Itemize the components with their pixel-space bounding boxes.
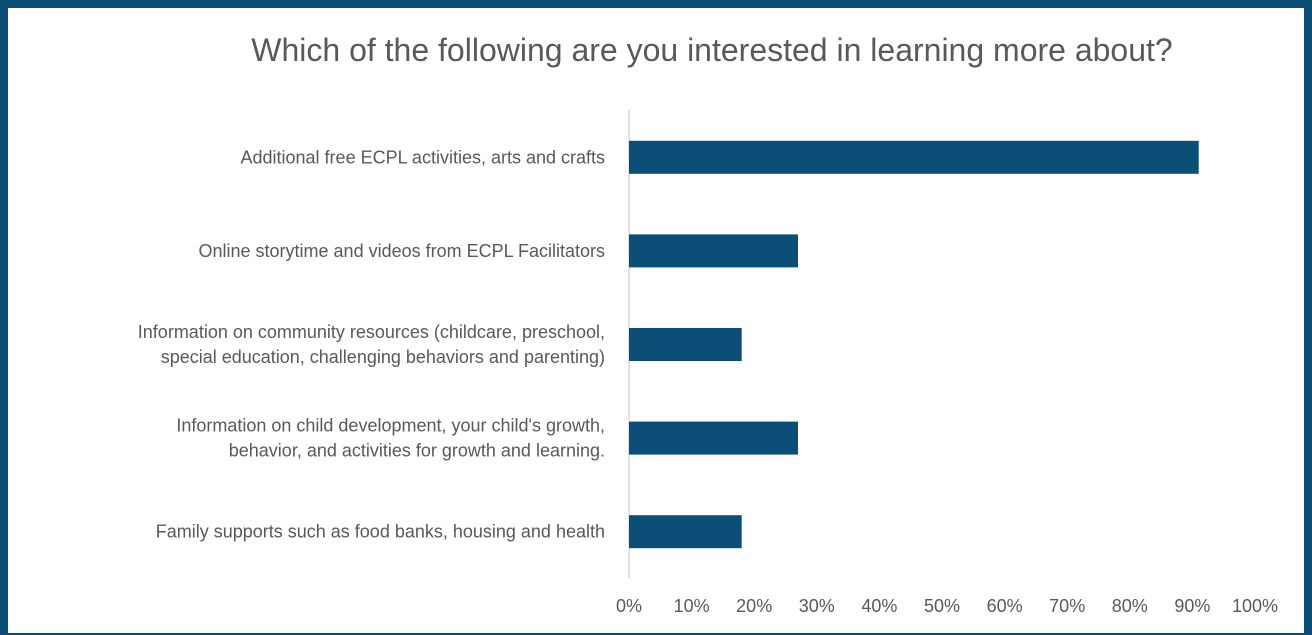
x-tick-label-2: 20% xyxy=(736,596,772,616)
x-tick-label-7: 70% xyxy=(1049,596,1085,616)
x-tick-label-4: 40% xyxy=(861,596,897,616)
x-tick-label-3: 30% xyxy=(799,596,835,616)
x-tick-label-8: 80% xyxy=(1112,596,1148,616)
bar-3 xyxy=(629,328,742,361)
category-labels: Additional free ECPL activities, arts an… xyxy=(138,147,605,541)
category-label-2: Online storytime and videos from ECPL Fa… xyxy=(199,241,606,261)
category-label-1: Additional free ECPL activities, arts an… xyxy=(241,147,606,167)
category-label-5: Family supports such as food banks, hous… xyxy=(156,522,605,542)
bars-layer xyxy=(629,140,1199,549)
bar-1 xyxy=(629,140,1199,174)
category-label-4-line-1: Information on child development, your c… xyxy=(176,416,605,436)
x-tick-label-6: 60% xyxy=(987,596,1023,616)
x-tick-label-10: 100% xyxy=(1232,596,1278,616)
x-tick-label-9: 90% xyxy=(1174,596,1210,616)
x-tick-label-5: 50% xyxy=(924,596,960,616)
chart-title: Which of the following are you intereste… xyxy=(251,32,1173,68)
category-label-3-line-2: special education, challenging behaviors… xyxy=(161,347,605,367)
x-tick-labels: 0% 10% 20% 30% 40% 50% 60% 70% 80% 90% 100% xyxy=(616,596,1278,616)
bar-5 xyxy=(629,515,742,549)
x-tick-label-0: 0% xyxy=(616,596,642,616)
bar-2 xyxy=(629,234,798,268)
bar-4 xyxy=(629,421,798,455)
x-tick-label-1: 10% xyxy=(674,596,710,616)
category-label-3-line-1: Information on community resources (chil… xyxy=(138,322,605,342)
category-label-4-line-2: behavior, and activities for growth and … xyxy=(229,441,605,461)
